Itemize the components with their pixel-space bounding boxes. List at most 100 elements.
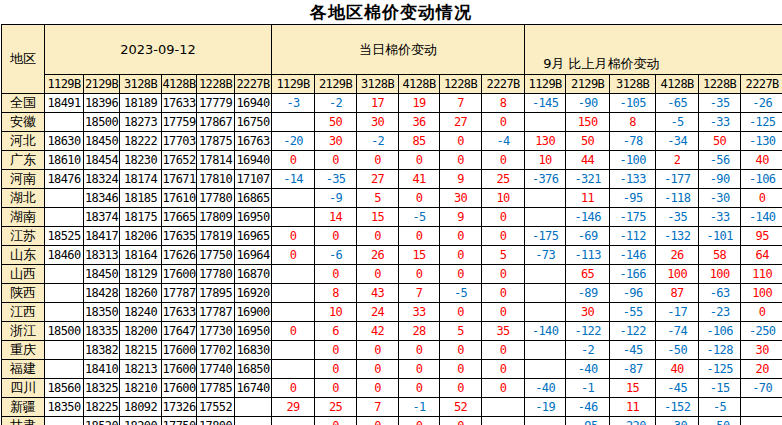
- daily-change-cell[interactable]: 0: [272, 322, 315, 341]
- month-change-cell[interactable]: 130: [525, 132, 566, 151]
- month-change-cell[interactable]: -70: [741, 379, 782, 398]
- daily-change-cell[interactable]: -20: [272, 132, 315, 151]
- month-change-cell[interactable]: -19: [525, 398, 566, 417]
- month-change-cell[interactable]: 2: [656, 151, 699, 170]
- price-cell[interactable]: 17633: [162, 94, 197, 113]
- grade-column-header[interactable]: 2227B: [235, 75, 272, 94]
- daily-change-cell[interactable]: 0: [399, 265, 440, 284]
- daily-change-cell[interactable]: 85: [399, 132, 440, 151]
- month-change-cell[interactable]: -40: [566, 360, 610, 379]
- price-cell[interactable]: 18240: [120, 303, 162, 322]
- daily-change-cell[interactable]: 10: [482, 189, 525, 208]
- price-cell[interactable]: 18410: [84, 360, 120, 379]
- price-cell[interactable]: 18324: [84, 170, 120, 189]
- month-change-cell[interactable]: 64: [741, 246, 782, 265]
- month-change-cell[interactable]: -35: [656, 208, 699, 227]
- month-change-cell[interactable]: -95: [610, 189, 656, 208]
- daily-change-cell[interactable]: 0: [482, 341, 525, 360]
- month-change-cell[interactable]: [525, 208, 566, 227]
- daily-change-cell[interactable]: 0: [357, 341, 399, 360]
- month-change-cell[interactable]: -33: [699, 113, 741, 132]
- price-cell[interactable]: 18520: [84, 417, 120, 425]
- daily-change-cell[interactable]: 14: [315, 208, 357, 227]
- daily-change-cell[interactable]: 0: [315, 151, 357, 170]
- price-cell[interactable]: 18335: [84, 322, 120, 341]
- month-change-cell[interactable]: -166: [610, 265, 656, 284]
- price-cell[interactable]: 18525: [45, 227, 84, 246]
- daily-change-cell[interactable]: [482, 398, 525, 417]
- region-cell[interactable]: 福建: [2, 360, 45, 379]
- month-change-cell[interactable]: 40: [656, 360, 699, 379]
- price-cell[interactable]: 17633: [162, 303, 197, 322]
- price-cell[interactable]: 18350: [45, 398, 84, 417]
- daily-change-cell[interactable]: 0: [482, 227, 525, 246]
- price-cell[interactable]: 18491: [45, 94, 84, 113]
- daily-change-cell[interactable]: 7: [357, 398, 399, 417]
- region-cell[interactable]: 重庆: [2, 341, 45, 360]
- daily-change-cell[interactable]: -5: [399, 208, 440, 227]
- month-change-cell[interactable]: 150: [566, 113, 610, 132]
- daily-change-cell[interactable]: 0: [357, 265, 399, 284]
- price-cell[interactable]: 18189: [120, 94, 162, 113]
- daily-change-cell[interactable]: 0: [399, 227, 440, 246]
- month-change-cell[interactable]: -30: [699, 189, 741, 208]
- daily-change-cell[interactable]: 0: [482, 379, 525, 398]
- daily-change-cell[interactable]: 27: [357, 170, 399, 189]
- daily-change-cell[interactable]: 0: [440, 265, 482, 284]
- month-change-cell[interactable]: -152: [656, 398, 699, 417]
- month-change-cell[interactable]: 20: [741, 360, 782, 379]
- month-change-cell[interactable]: 87: [656, 284, 699, 303]
- group-header-month-change[interactable]: 9月 比上月棉价变动: [525, 25, 782, 75]
- daily-change-cell[interactable]: 0: [482, 360, 525, 379]
- price-cell[interactable]: 17800: [197, 417, 235, 425]
- daily-change-cell[interactable]: 36: [399, 113, 440, 132]
- price-cell[interactable]: 18500: [45, 322, 84, 341]
- month-change-cell[interactable]: -130: [741, 132, 782, 151]
- month-change-cell[interactable]: [525, 284, 566, 303]
- month-change-cell[interactable]: -17: [656, 303, 699, 322]
- month-change-cell[interactable]: -90: [566, 94, 610, 113]
- price-cell[interactable]: 16830: [235, 341, 272, 360]
- price-cell[interactable]: 17610: [162, 189, 197, 208]
- month-change-cell[interactable]: -175: [610, 208, 656, 227]
- daily-change-cell[interactable]: 30: [315, 132, 357, 151]
- price-cell[interactable]: 17819: [197, 227, 235, 246]
- price-cell[interactable]: 18350: [84, 303, 120, 322]
- month-change-cell[interactable]: -140: [741, 208, 782, 227]
- month-change-cell[interactable]: -23: [699, 303, 741, 322]
- price-cell[interactable]: 17600: [162, 360, 197, 379]
- price-cell[interactable]: 17895: [197, 284, 235, 303]
- price-cell[interactable]: 18325: [84, 379, 120, 398]
- daily-change-cell[interactable]: 26: [357, 246, 399, 265]
- price-cell[interactable]: 17779: [197, 94, 235, 113]
- price-cell[interactable]: [45, 417, 84, 425]
- region-cell[interactable]: 山东: [2, 246, 45, 265]
- price-cell[interactable]: 17647: [162, 322, 197, 341]
- price-cell[interactable]: 18092: [120, 398, 162, 417]
- daily-change-cell[interactable]: 10: [315, 303, 357, 322]
- daily-change-cell[interactable]: 0: [272, 151, 315, 170]
- region-cell[interactable]: 湖北: [2, 189, 45, 208]
- price-cell[interactable]: 18210: [120, 379, 162, 398]
- month-change-cell[interactable]: -125: [741, 113, 782, 132]
- price-cell[interactable]: 16900: [235, 303, 272, 322]
- price-cell[interactable]: 16850: [235, 360, 272, 379]
- month-change-cell[interactable]: 40: [741, 151, 782, 170]
- region-cell[interactable]: 四川: [2, 379, 45, 398]
- daily-change-cell[interactable]: 0: [399, 151, 440, 170]
- month-change-cell[interactable]: -45: [610, 341, 656, 360]
- month-change-cell[interactable]: -125: [699, 360, 741, 379]
- month-change-cell[interactable]: -5: [699, 398, 741, 417]
- daily-change-cell[interactable]: 5: [440, 322, 482, 341]
- price-cell[interactable]: 17665: [162, 208, 197, 227]
- price-cell[interactable]: 18454: [84, 151, 120, 170]
- grade-column-header[interactable]: 4128B: [162, 75, 197, 94]
- daily-change-cell[interactable]: 0: [440, 151, 482, 170]
- region-cell[interactable]: 河南: [2, 170, 45, 189]
- month-change-cell[interactable]: -50: [699, 417, 741, 425]
- daily-change-cell[interactable]: 0: [482, 208, 525, 227]
- month-change-cell[interactable]: -63: [699, 284, 741, 303]
- price-cell[interactable]: [45, 341, 84, 360]
- price-cell[interactable]: 18260: [120, 284, 162, 303]
- daily-change-cell[interactable]: 30: [440, 189, 482, 208]
